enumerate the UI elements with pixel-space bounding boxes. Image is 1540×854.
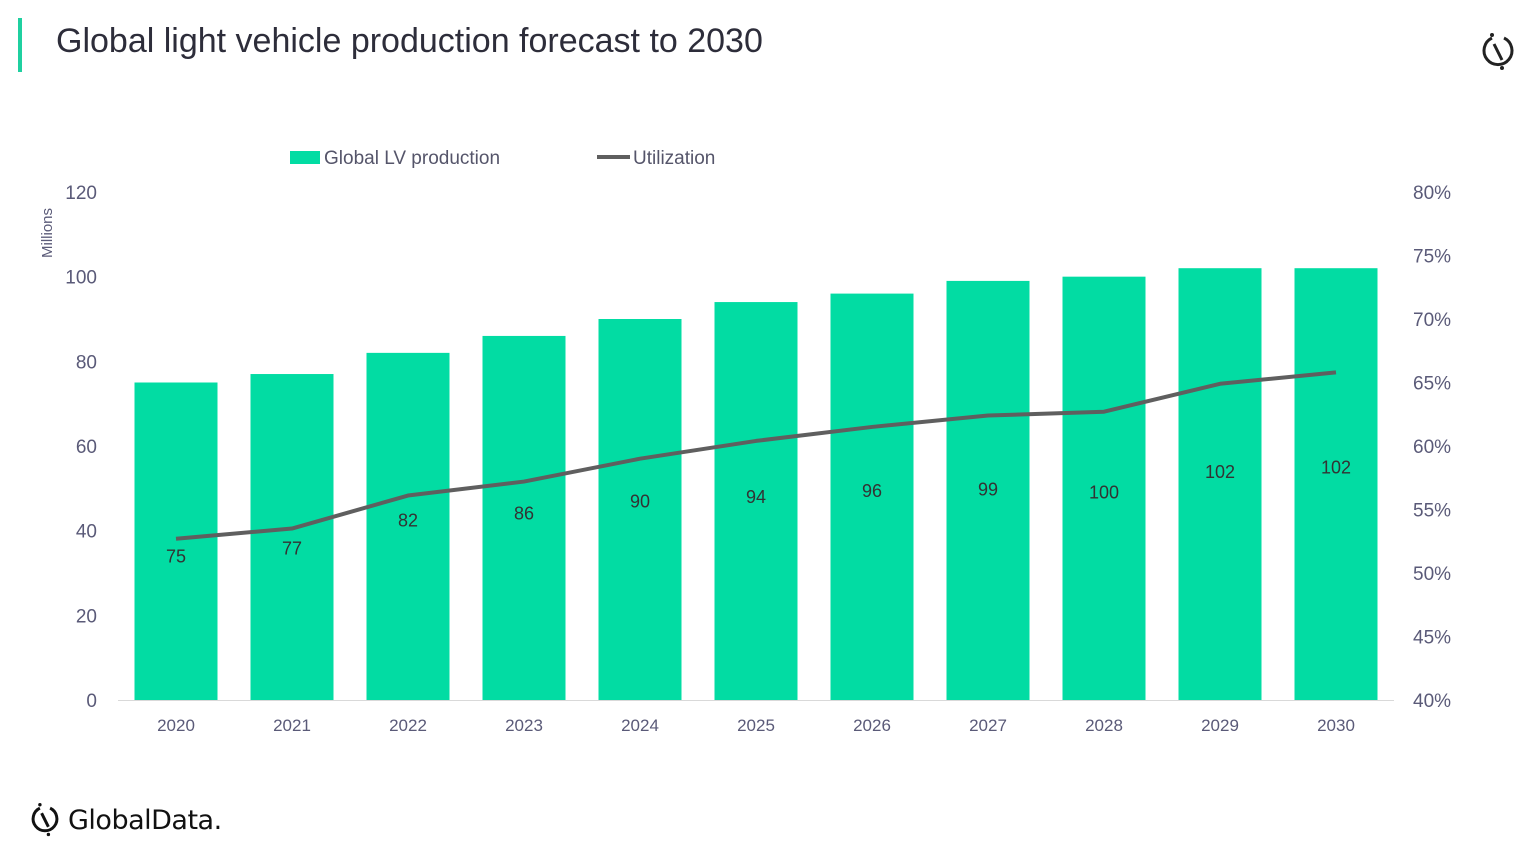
bar-2029 (1178, 268, 1262, 700)
globaldata-logo-icon (31, 803, 59, 837)
x-tick-label: 2027 (969, 716, 1007, 735)
x-tick-label: 2024 (621, 716, 659, 735)
legend: Global LV production Utilization (290, 148, 715, 169)
x-tick-label: 2021 (273, 716, 311, 735)
y2-tick-label: 80% (1413, 183, 1451, 204)
bar-data-label: 75 (166, 547, 186, 567)
y-tick-label: 40 (76, 522, 97, 543)
x-tick-label: 2025 (737, 716, 775, 735)
x-tick-label: 2026 (853, 716, 891, 735)
legend-label-utilization: Utilization (633, 148, 715, 169)
y-tick-label: 100 (65, 268, 97, 289)
y2-tick-label: 40% (1413, 691, 1451, 712)
y-tick-label: 60 (76, 437, 97, 458)
globaldata-logo: GlobalData. (28, 800, 222, 840)
bar-2027 (946, 280, 1030, 700)
bar-2025 (714, 302, 798, 700)
bar-data-label: 77 (282, 539, 302, 559)
y2-tick-label: 55% (1413, 501, 1451, 522)
title-accent-bar (18, 18, 22, 72)
x-tick-label: 2020 (157, 716, 195, 735)
bar-2028 (1062, 276, 1146, 700)
bar-data-label: 94 (746, 487, 766, 507)
y2-tick-label: 60% (1413, 437, 1451, 458)
bar-2024 (598, 319, 682, 700)
legend-label-production: Global LV production (324, 148, 500, 169)
x-tick-label: 2023 (505, 716, 543, 735)
x-tick-label: 2028 (1085, 716, 1123, 735)
bar-data-label: 82 (398, 511, 418, 531)
bar-2021 (250, 374, 334, 700)
y-tick-label: 0 (86, 691, 97, 712)
bar-data-label: 100 (1089, 483, 1119, 503)
bar-data-label: 96 (862, 481, 882, 501)
logo-text: GlobalData. (68, 804, 222, 836)
bar-data-label: 102 (1321, 457, 1351, 477)
bar-data-label: 90 (630, 492, 650, 512)
x-tick-label: 2022 (389, 716, 427, 735)
bar-2020 (134, 382, 218, 700)
globaldata-mark-icon (1478, 30, 1518, 79)
y-tick-label: 80 (76, 352, 97, 373)
bar-2022 (366, 352, 450, 700)
bar-2026 (830, 293, 914, 700)
y-tick-label: 120 (65, 183, 97, 204)
y2-tick-label: 50% (1413, 564, 1451, 585)
bar-2030 (1294, 268, 1378, 700)
y2-tick-label: 75% (1413, 247, 1451, 268)
y2-tick-label: 70% (1413, 310, 1451, 331)
bar-data-label: 99 (978, 480, 998, 500)
page-title: Global light vehicle production forecast… (56, 22, 763, 60)
bar-data-label: 102 (1205, 462, 1235, 482)
bar-data-label: 86 (514, 504, 534, 524)
x-tick-label: 2030 (1317, 716, 1355, 735)
legend-swatch-production (290, 151, 320, 164)
x-tick-label: 2029 (1201, 716, 1239, 735)
y-axis-label: Millions (39, 208, 56, 258)
bar-2023 (482, 335, 566, 700)
y2-tick-label: 45% (1413, 628, 1451, 649)
utilization-line (175, 370, 1337, 541)
y-tick-label: 20 (76, 606, 97, 627)
y2-tick-label: 65% (1413, 374, 1451, 395)
